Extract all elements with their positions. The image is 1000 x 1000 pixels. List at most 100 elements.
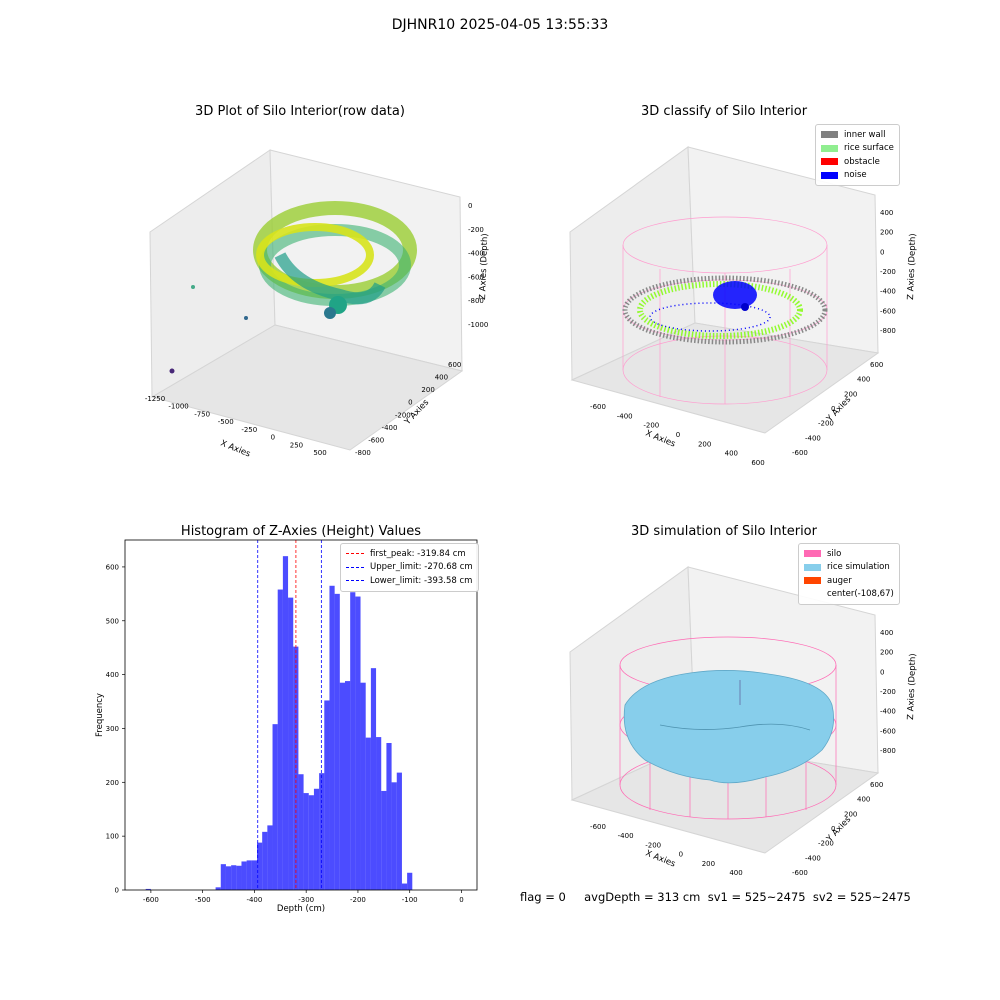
y-tick-label: 400 xyxy=(106,671,119,679)
histogram-plot: -600 -500 -400 -300 -200 -100 0 0 100 200 300 400 5… xyxy=(95,539,478,914)
histogram-y-label: Frequency xyxy=(95,693,105,737)
x-tick-label: -750 xyxy=(194,410,210,418)
panel1-z-label: Z Axies (Depth) xyxy=(478,233,490,300)
histogram-bar xyxy=(303,793,309,890)
x-tick-label: -1000 xyxy=(168,403,188,411)
y-tick-label: 300 xyxy=(106,725,119,733)
histogram-bar xyxy=(360,682,366,890)
x-tick-label: 400 xyxy=(725,450,738,458)
z-tick-label: -200 xyxy=(880,688,896,696)
panel1-point-cloud xyxy=(169,201,417,374)
x-tick-label: -200 xyxy=(645,841,661,849)
histogram-bar xyxy=(215,887,221,890)
histogram-bar xyxy=(288,597,294,890)
panel2-legend: inner wall rice surface obstacle noise xyxy=(815,124,900,186)
z-tick-label: 400 xyxy=(880,629,893,637)
legend-item: noise xyxy=(821,169,894,183)
z-tick-label: -400 xyxy=(880,708,896,716)
y-tick-label: 400 xyxy=(435,374,448,382)
x-tick-label: 200 xyxy=(702,860,715,868)
y-tick-label: 200 xyxy=(106,779,119,787)
histogram-bar xyxy=(298,774,304,890)
y-tick-label: -600 xyxy=(792,869,808,877)
panel4-y-label: Y Axies xyxy=(824,814,853,844)
x-tick-label: -600 xyxy=(590,403,606,411)
legend-item: rice surface xyxy=(821,142,894,156)
y-tick-label: -600 xyxy=(368,436,384,444)
x-tick-label: -400 xyxy=(617,412,633,420)
histogram-bar xyxy=(329,585,335,890)
x-tick-label: 500 xyxy=(313,449,326,457)
z-tick-label: 0 xyxy=(880,248,884,256)
legend-swatch xyxy=(804,550,821,558)
legend-item: inner wall xyxy=(821,128,894,142)
z-tick-label: 400 xyxy=(880,209,893,217)
y-tick-label: -600 xyxy=(792,449,808,457)
y-tick-label: 600 xyxy=(870,781,883,789)
z-tick-label: 200 xyxy=(880,229,893,237)
legend-swatch xyxy=(821,171,838,179)
y-tick-label: 100 xyxy=(106,833,119,841)
histogram-bar xyxy=(339,682,345,890)
panel4-z-label: Z Axies (Depth) xyxy=(906,653,918,720)
status-footer: flag = 0 avgDepth = 313 cm sv1 = 525~247… xyxy=(520,890,911,904)
histogram-legend: first_peak: -319.84 cm Upper_limit: -270… xyxy=(340,543,479,592)
histogram-frame xyxy=(124,539,478,891)
panel2-3d-plot: -600-400-20002004006006004002000-200-400… xyxy=(569,146,918,465)
legend-item: Upper_limit: -270.68 cm xyxy=(346,561,473,575)
panel4-title: 3D simulation of Silo Interior xyxy=(631,524,817,539)
y-tick-label: 200 xyxy=(844,810,857,818)
z-tick-label: -200 xyxy=(468,226,484,234)
x-tick-label: 0 xyxy=(676,431,680,439)
histogram-bar xyxy=(220,864,226,890)
histogram-bar xyxy=(350,592,356,890)
histogram-bar xyxy=(241,861,247,890)
x-tick-label: -200 xyxy=(643,422,659,430)
histogram-bar xyxy=(365,737,371,890)
y-tick-label: -800 xyxy=(355,449,371,457)
legend-swatch xyxy=(821,158,838,166)
histogram-bar xyxy=(334,593,340,890)
z-tick-label: -600 xyxy=(468,273,484,281)
y-tick-label: 0 xyxy=(115,887,119,895)
panel1-3d-plot: -1250-1000-750-500-25002505006004002000-… xyxy=(145,149,490,460)
legend-swatch xyxy=(821,144,838,152)
histogram-bar xyxy=(407,872,413,890)
panel2-z-label: Z Axies (Depth) xyxy=(906,233,918,300)
x-tick-label: -250 xyxy=(241,426,257,434)
panel4-x-label: X Axies xyxy=(644,849,677,870)
histogram-bar xyxy=(376,737,382,890)
x-tick-label: 0 xyxy=(459,896,463,904)
panel3-title: Histogram of Z-Axies (Height) Values xyxy=(180,524,422,539)
y-tick-label: 600 xyxy=(448,361,461,369)
x-tick-label: 0 xyxy=(679,851,683,859)
histogram-bar xyxy=(386,743,392,890)
panel4-3d-plot: -600-400-20002004006004002000-200-400-60… xyxy=(569,566,918,877)
legend-swatch xyxy=(821,131,838,139)
y-tick-label: 0 xyxy=(831,825,835,833)
z-tick-label: -800 xyxy=(880,327,896,335)
legend-item: obstacle xyxy=(821,155,894,169)
y-tick-label: -400 xyxy=(382,424,398,432)
x-tick-label: -200 xyxy=(350,896,366,904)
y-tick-label: 600 xyxy=(106,563,119,571)
histogram-x-label: Depth (cm) xyxy=(277,904,325,914)
histogram-bar xyxy=(277,589,283,890)
y-tick-label: 600 xyxy=(870,361,883,369)
z-tick-label: -600 xyxy=(880,727,896,735)
histogram-bar xyxy=(396,772,402,890)
x-tick-label: 0 xyxy=(271,434,275,442)
y-tick-label: 200 xyxy=(844,390,857,398)
histogram-bar xyxy=(324,700,330,890)
histogram-bar xyxy=(401,883,408,890)
z-tick-label: -400 xyxy=(880,288,896,296)
legend-swatch xyxy=(804,563,821,571)
z-tick-label: -800 xyxy=(468,297,484,305)
y-tick-label: -200 xyxy=(818,420,834,428)
z-tick-label: 0 xyxy=(468,202,472,210)
y-tick-label: -200 xyxy=(818,840,834,848)
z-tick-label: -800 xyxy=(880,747,896,755)
histogram-bar xyxy=(355,596,361,890)
z-tick-label: 200 xyxy=(880,649,893,657)
y-tick-label: 400 xyxy=(857,376,870,384)
